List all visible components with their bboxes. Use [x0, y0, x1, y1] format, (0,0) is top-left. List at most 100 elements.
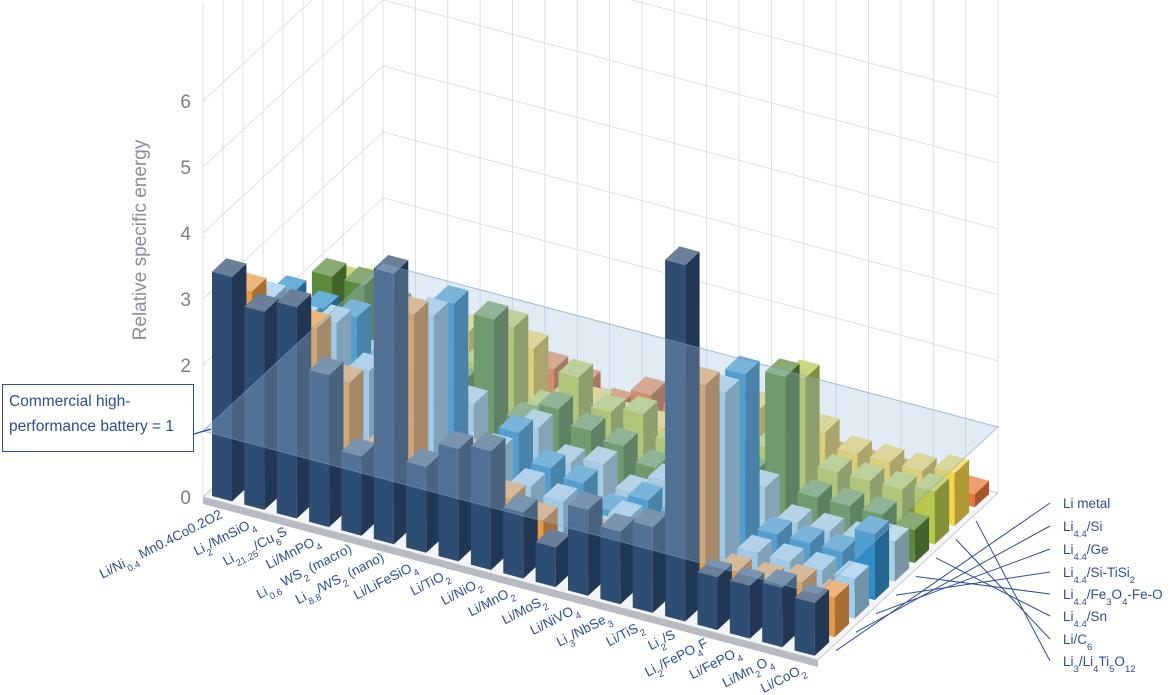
y-tick-label: 4: [180, 224, 191, 245]
bar-side: [264, 298, 279, 510]
bar-front: [276, 302, 297, 519]
bar-top: [406, 448, 441, 467]
bar-top: [817, 453, 852, 473]
bar-top: [697, 558, 732, 578]
bar-top: [498, 414, 533, 434]
bar-top: [777, 504, 812, 523]
y-tick-label: 2: [180, 356, 191, 377]
bar-top: [470, 432, 506, 452]
bar-top: [837, 435, 872, 454]
bar-side: [493, 306, 509, 452]
bar-front: [535, 542, 556, 588]
series-label: Li metal: [1063, 496, 1110, 511]
bar-front: [373, 268, 394, 545]
bar-top: [503, 493, 538, 513]
bar-top: [725, 355, 760, 375]
bar-top: [311, 257, 347, 277]
bar-top: [902, 452, 937, 472]
bar-front: [212, 271, 232, 502]
bar-top: [635, 449, 671, 468]
bar-side: [894, 528, 910, 582]
bar-side: [834, 584, 850, 638]
bars: [193, 246, 1000, 656]
bar-front: [406, 461, 427, 553]
bar-side: [814, 589, 830, 656]
y-tick-label: 0: [180, 488, 191, 509]
bar-side: [974, 480, 990, 508]
bar-top: [829, 487, 865, 507]
bar-side: [874, 520, 890, 601]
bar-side: [620, 518, 635, 605]
bar: [697, 558, 732, 630]
bar-side: [782, 574, 797, 648]
bar-top: [535, 528, 571, 548]
bar: [341, 437, 376, 536]
y-axis-title: Relative specific energy: [130, 139, 151, 340]
reference-connector: [193, 428, 212, 435]
bar-front: [503, 507, 524, 579]
bar-top: [737, 534, 772, 554]
bar-front: [600, 526, 621, 605]
bar-top: [543, 483, 578, 502]
bar-side: [491, 437, 506, 570]
bar-side: [603, 451, 618, 505]
series-connector: [855, 525, 1051, 633]
bar-top: [510, 468, 546, 487]
bar-side: [934, 478, 950, 545]
bar-side: [745, 361, 760, 566]
bar-top: [894, 511, 930, 530]
bar-side: [588, 496, 603, 596]
bar-top: [914, 473, 950, 492]
series-label: Li4.4/Fe3O4-Fe-O: [1063, 587, 1163, 608]
bar-top: [276, 288, 312, 308]
bar: [600, 513, 635, 605]
series-connector: [915, 576, 1051, 595]
bar-top: [765, 358, 800, 377]
series-label: Li/C6: [1063, 632, 1092, 653]
bar-top: [862, 496, 897, 515]
bar-side: [361, 443, 376, 536]
bar: [568, 491, 603, 596]
bar-top: [344, 266, 379, 286]
bar-side: [914, 516, 930, 563]
reference-annotation: Commercial high- performance battery = 1: [2, 384, 194, 452]
bar-front: [244, 306, 265, 510]
bar: [438, 430, 473, 562]
bar-top: [615, 474, 651, 494]
bar-side: [623, 432, 638, 486]
bar-front: [632, 521, 653, 613]
bar: [729, 567, 765, 639]
bar-front: [438, 443, 459, 562]
series-label: Li4.4/Si: [1063, 519, 1103, 540]
bar-side: [805, 364, 820, 511]
bar-front: [729, 580, 750, 639]
bar: [503, 493, 538, 579]
bar-side: [685, 251, 700, 622]
bar-top: [583, 446, 618, 465]
bar: [406, 448, 441, 553]
series-labels: Li metalLi4.4/SiLi4.4/GeLi4.4/Si-TiSi2Li…: [835, 496, 1163, 675]
bar-top: [538, 390, 573, 410]
bar-front: [470, 445, 491, 570]
bar: [535, 528, 571, 588]
bar-side: [393, 260, 409, 545]
bar-side: [426, 453, 441, 553]
bar-top: [438, 430, 473, 450]
bar-top: [373, 255, 409, 274]
bar-top: [809, 512, 845, 532]
bar-top: [530, 449, 566, 469]
bar-side: [749, 572, 765, 639]
bar-top: [304, 290, 339, 310]
series-label: Li3/Li4Ti5O12: [1063, 654, 1136, 675]
bar-side: [954, 459, 970, 526]
bar-side: [296, 293, 312, 519]
bar-top: [882, 471, 917, 490]
bar-top: [623, 395, 658, 415]
bar-top: [632, 508, 668, 528]
bar: [765, 358, 800, 529]
bar-top: [568, 491, 603, 510]
y-tick-label: 3: [180, 290, 191, 311]
bar-front: [568, 504, 589, 596]
reference-line-2: performance battery = 1: [9, 418, 174, 435]
